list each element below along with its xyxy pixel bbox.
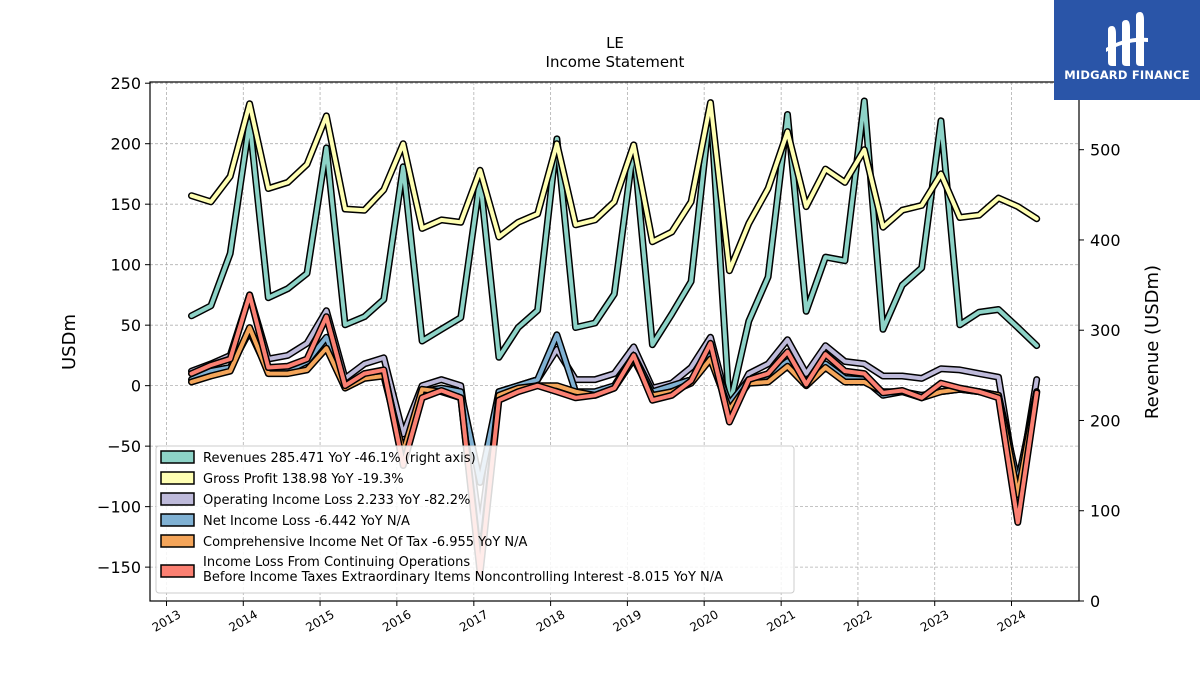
y-tick-label: 150: [110, 195, 141, 214]
legend-label: Income Loss From Continuing Operations: [203, 555, 470, 570]
series-line: [189, 292, 1039, 576]
logo-mark-icon: [1106, 12, 1148, 66]
legend-label: Gross Profit 138.98 YoY -19.3%: [203, 472, 404, 487]
legend-swatch: [160, 450, 195, 464]
y-tick-label: −150: [97, 558, 141, 577]
left-y-axis: −150 −100 −50 0 50 100 150 200 250: [97, 74, 150, 577]
brand-logo: MIDGARD FINANCE: [1054, 0, 1200, 100]
x-tick-label: 2023: [918, 607, 951, 634]
y-tick-label: 50: [121, 316, 141, 335]
x-tick-label: 2019: [611, 607, 644, 634]
x-tick-label: 2016: [380, 607, 413, 634]
series-group: [188, 97, 1041, 411]
legend-label: Comprehensive Income Net Of Tax -6.955 Y…: [203, 535, 528, 550]
y-right-tick-label: 300: [1090, 321, 1121, 340]
y-right-tick-label: 400: [1090, 231, 1121, 250]
legend-label: Before Income Taxes Extraordinary Items …: [203, 570, 723, 585]
x-tick-label: 2024: [995, 607, 1028, 634]
legend-box: [155, 445, 795, 594]
series-group: [188, 99, 1041, 275]
x-tick-label: 2022: [841, 607, 874, 634]
y-right-tick-label: 500: [1090, 141, 1121, 160]
legend-swatch: [160, 534, 195, 548]
legend-label: Revenues 285.471 YoY -46.1% (right axis): [203, 451, 476, 466]
y-right-tick-label: 200: [1090, 411, 1121, 430]
x-tick-label: 2018: [534, 607, 567, 634]
y-tick-label: 0: [131, 377, 141, 396]
plot-frame: [149, 81, 1080, 602]
legend-swatch: [160, 471, 195, 485]
x-tick-label: 2015: [303, 607, 336, 634]
x-tick-label: 2014: [227, 607, 260, 634]
x-tick-label: 2013: [150, 607, 183, 634]
y-tick-label: 200: [110, 135, 141, 154]
legend-swatch: [160, 513, 195, 527]
y-axis-label-left: USDm: [59, 314, 80, 370]
chart-legend: Revenues 285.471 YoY -46.1% (right axis)…: [155, 445, 795, 594]
x-axis: 2013 2014 2015 2016 2017 2018 2019 2020 2021 2022…: [150, 601, 1028, 635]
x-tick-label: 2020: [687, 607, 720, 634]
legend-swatch: [160, 492, 195, 506]
brand-name: MIDGARD FINANCE: [1064, 68, 1190, 82]
series-line: [189, 99, 1039, 409]
series-layer: [188, 97, 1041, 577]
y-axis-label-right: Revenue (USDm): [1142, 265, 1163, 419]
y-tick-label: 100: [110, 256, 141, 275]
series-line: [189, 100, 1039, 273]
legend-swatch: [160, 564, 195, 578]
chart-title: LE: [606, 34, 624, 52]
y-tick-label: −50: [107, 437, 141, 456]
legend-label: Operating Income Loss 2.233 YoY -82.2%: [203, 493, 470, 508]
x-tick-label: 2021: [764, 607, 797, 634]
legend-label: Net Income Loss -6.442 YoY N/A: [203, 514, 410, 529]
right-y-axis: 0 100 200 300 400 500: [1079, 141, 1121, 611]
x-tick-label: 2017: [457, 607, 490, 634]
series-group: [188, 291, 1041, 577]
y-right-tick-label: 100: [1090, 502, 1121, 521]
y-tick-label: 250: [110, 74, 141, 93]
chart-subtitle: Income Statement: [546, 53, 685, 71]
y-right-tick-label: 0: [1090, 592, 1100, 611]
y-tick-label: −100: [97, 498, 141, 517]
